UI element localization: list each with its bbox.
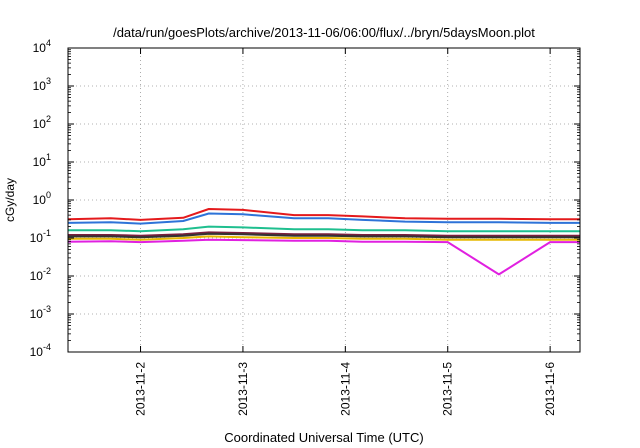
x-axis-label: Coordinated Universal Time (UTC) bbox=[224, 430, 423, 445]
y-axis-label: cGy/day bbox=[3, 178, 17, 222]
series-line-1 bbox=[67, 208, 580, 221]
y-tick-label: 102 bbox=[33, 114, 51, 131]
y-tick-label: 10-4 bbox=[30, 342, 51, 359]
y-tick-label: 101 bbox=[33, 152, 51, 169]
x-tick-label: 2013-11-5 bbox=[441, 362, 455, 416]
y-tick-label: 10-1 bbox=[30, 228, 51, 245]
series-line-3 bbox=[68, 225, 580, 233]
x-tick-label: 2013-11-4 bbox=[338, 362, 352, 416]
series-layer bbox=[67, 208, 580, 276]
grid-layer bbox=[68, 48, 580, 352]
series-line-4 bbox=[68, 231, 580, 237]
series-line-6 bbox=[68, 235, 580, 241]
x-tick-label: 2013-11-6 bbox=[543, 362, 557, 416]
series-line-2 bbox=[67, 212, 580, 225]
y-tick-label: 10-3 bbox=[30, 304, 51, 321]
chart-title: /data/run/goesPlots/archive/2013-11-06/0… bbox=[113, 25, 535, 40]
y-tick-label: 100 bbox=[33, 190, 51, 207]
y-tick-label: 10-2 bbox=[30, 266, 51, 283]
x-tick-label: 2013-11-3 bbox=[236, 362, 250, 416]
x-tick-label: 2013-11-2 bbox=[134, 362, 148, 416]
series-line-5 bbox=[68, 232, 580, 239]
y-tick-label: 104 bbox=[33, 38, 51, 55]
series-line-7 bbox=[67, 238, 580, 276]
x-axis: 2013-11-2 2013-11-3 2013-11-4 2013-11-5 2013… bbox=[134, 48, 557, 416]
y-tick-label: 103 bbox=[33, 76, 51, 93]
